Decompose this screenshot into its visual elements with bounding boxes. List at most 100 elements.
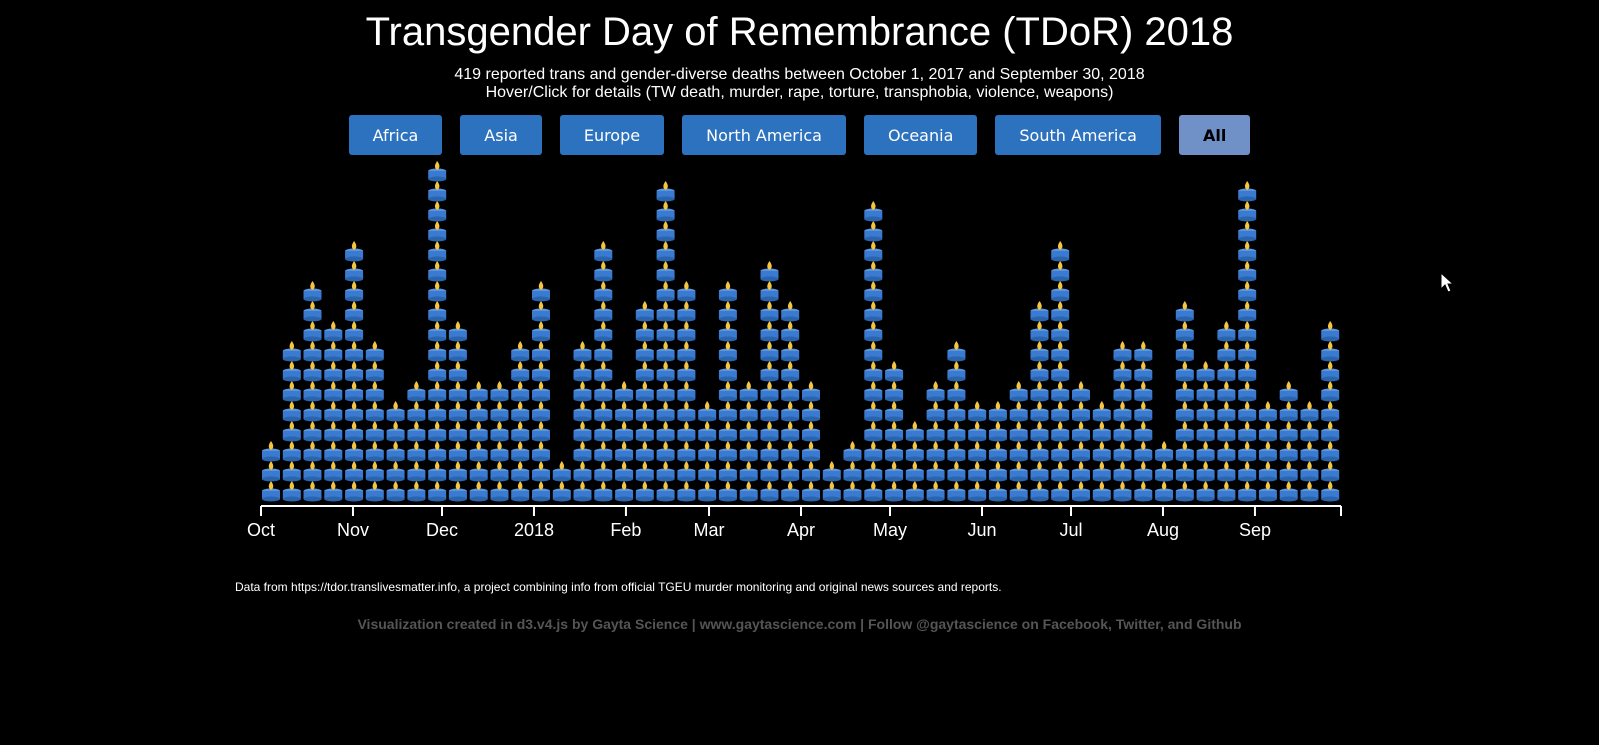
- candle-icon[interactable]: [1217, 361, 1236, 382]
- candle-icon[interactable]: [386, 401, 405, 422]
- candle-icon[interactable]: [698, 461, 717, 482]
- candle-icon[interactable]: [1009, 441, 1028, 462]
- candle-icon[interactable]: [1196, 381, 1215, 402]
- candle-icon[interactable]: [968, 401, 987, 422]
- candle-icon[interactable]: [1030, 361, 1049, 382]
- candle-icon[interactable]: [532, 281, 550, 302]
- candle-icon[interactable]: [490, 441, 509, 462]
- candle-icon[interactable]: [469, 461, 488, 482]
- candle-icon[interactable]: [1030, 321, 1049, 342]
- candle-icon[interactable]: [594, 481, 613, 502]
- filter-north-america-button[interactable]: North America: [682, 115, 846, 155]
- candle-icon[interactable]: [448, 321, 467, 342]
- candle-icon[interactable]: [428, 321, 447, 342]
- candle-icon[interactable]: [1238, 441, 1257, 462]
- candle-icon[interactable]: [532, 441, 550, 462]
- candle-icon[interactable]: [345, 321, 364, 342]
- candle-icon[interactable]: [1113, 401, 1132, 422]
- candle-icon[interactable]: [303, 381, 322, 402]
- candle-icon[interactable]: [1258, 421, 1277, 442]
- candle-icon[interactable]: [428, 301, 447, 322]
- candle-icon[interactable]: [365, 341, 384, 362]
- candle-icon[interactable]: [365, 441, 384, 462]
- candle-icon[interactable]: [1134, 341, 1153, 362]
- candle-icon[interactable]: [926, 461, 945, 482]
- candle-icon[interactable]: [1051, 481, 1070, 502]
- candle-icon[interactable]: [1321, 401, 1340, 422]
- candle-icon[interactable]: [1113, 381, 1132, 402]
- candle-icon[interactable]: [864, 441, 883, 462]
- candle-icon[interactable]: [1051, 341, 1070, 362]
- candle-icon[interactable]: [1238, 261, 1257, 282]
- candle-icon[interactable]: [324, 461, 343, 482]
- candle-icon[interactable]: [781, 461, 800, 482]
- candle-icon[interactable]: [698, 441, 717, 462]
- candle-icon[interactable]: [365, 401, 384, 422]
- candle-icon[interactable]: [739, 401, 758, 422]
- candle-icon[interactable]: [635, 301, 654, 322]
- candle-icon[interactable]: [1175, 421, 1194, 442]
- candle-icon[interactable]: [303, 441, 322, 462]
- candle-icon[interactable]: [1321, 461, 1340, 482]
- candle-icon[interactable]: [469, 481, 488, 502]
- candle-icon[interactable]: [615, 381, 634, 402]
- candle-icon[interactable]: [739, 461, 758, 482]
- candle-icon[interactable]: [1051, 461, 1070, 482]
- candle-icon[interactable]: [386, 481, 405, 502]
- candle-icon[interactable]: [282, 481, 301, 502]
- candle-icon[interactable]: [718, 281, 737, 302]
- candle-icon[interactable]: [511, 401, 530, 422]
- candle-icon[interactable]: [1134, 441, 1153, 462]
- candle-icon[interactable]: [656, 421, 675, 442]
- candle-icon[interactable]: [802, 441, 820, 462]
- filter-south-america-button[interactable]: South America: [995, 115, 1161, 155]
- candle-icon[interactable]: [656, 241, 675, 262]
- candle-icon[interactable]: [1238, 461, 1257, 482]
- candle-icon[interactable]: [1300, 481, 1319, 502]
- candle-icon[interactable]: [635, 341, 654, 362]
- candle-icon[interactable]: [968, 421, 987, 442]
- candle-icon[interactable]: [760, 321, 779, 342]
- candle-icon[interactable]: [1238, 221, 1257, 242]
- candle-icon[interactable]: [345, 481, 364, 502]
- candle-icon[interactable]: [1134, 421, 1153, 442]
- candle-icon[interactable]: [345, 261, 364, 282]
- candle-icon[interactable]: [1300, 421, 1319, 442]
- candle-icon[interactable]: [345, 301, 364, 322]
- candle-icon[interactable]: [739, 441, 758, 462]
- candle-icon[interactable]: [1134, 361, 1153, 382]
- filter-asia-button[interactable]: Asia: [460, 115, 542, 155]
- candle-icon[interactable]: [698, 481, 717, 502]
- candle-icon[interactable]: [656, 221, 675, 242]
- candle-icon[interactable]: [573, 421, 592, 442]
- candle-icon[interactable]: [594, 261, 613, 282]
- candle-icon[interactable]: [1279, 421, 1298, 442]
- candle-icon[interactable]: [1238, 321, 1257, 342]
- candle-icon[interactable]: [282, 361, 301, 382]
- candle-icon[interactable]: [677, 341, 696, 362]
- candle-icon[interactable]: [656, 181, 675, 202]
- candle-icon[interactable]: [1175, 361, 1194, 382]
- candle-icon[interactable]: [1113, 421, 1132, 442]
- candle-icon[interactable]: [1134, 381, 1153, 402]
- candle-icon[interactable]: [885, 361, 904, 382]
- candle-icon[interactable]: [947, 441, 966, 462]
- candle-icon[interactable]: [781, 401, 800, 422]
- candle-icon[interactable]: [262, 461, 280, 482]
- candle-icon[interactable]: [573, 441, 592, 462]
- candle-icon[interactable]: [532, 341, 550, 362]
- candle-icon[interactable]: [1258, 461, 1277, 482]
- candle-icon[interactable]: [469, 441, 488, 462]
- candle-icon[interactable]: [573, 361, 592, 382]
- candle-icon[interactable]: [532, 401, 550, 422]
- candle-icon[interactable]: [490, 481, 509, 502]
- candle-icon[interactable]: [635, 381, 654, 402]
- candle-icon[interactable]: [428, 481, 447, 502]
- candle-icon[interactable]: [677, 381, 696, 402]
- candle-icon[interactable]: [718, 301, 737, 322]
- candle-icon[interactable]: [1030, 301, 1049, 322]
- candle-icon[interactable]: [926, 481, 945, 502]
- candle-icon[interactable]: [490, 421, 509, 442]
- candle-icon[interactable]: [1238, 301, 1257, 322]
- candle-icon[interactable]: [345, 361, 364, 382]
